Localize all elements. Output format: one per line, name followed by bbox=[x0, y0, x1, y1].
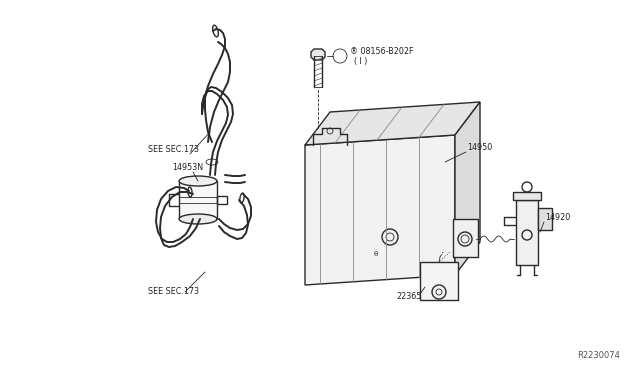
Text: 14950: 14950 bbox=[467, 143, 492, 152]
Text: SEE SEC.173: SEE SEC.173 bbox=[148, 145, 199, 154]
Text: R2230074: R2230074 bbox=[577, 351, 620, 360]
Text: ® 08156-B202F: ® 08156-B202F bbox=[350, 47, 413, 56]
Bar bbox=[217, 196, 227, 204]
Bar bbox=[516, 200, 538, 265]
Text: ( l ): ( l ) bbox=[354, 57, 367, 66]
Ellipse shape bbox=[179, 176, 217, 186]
Text: 22365: 22365 bbox=[396, 292, 421, 301]
Text: 14920: 14920 bbox=[545, 213, 570, 222]
Bar bbox=[453, 219, 478, 257]
Text: SEE SEC.173: SEE SEC.173 bbox=[148, 287, 199, 296]
Polygon shape bbox=[455, 102, 480, 275]
Polygon shape bbox=[305, 102, 480, 145]
Bar bbox=[179, 181, 217, 219]
Text: 14953N: 14953N bbox=[172, 163, 203, 172]
Bar bbox=[538, 208, 552, 230]
Bar bbox=[420, 262, 458, 300]
Polygon shape bbox=[311, 49, 325, 60]
Ellipse shape bbox=[179, 214, 217, 224]
Polygon shape bbox=[305, 135, 455, 285]
Text: θ: θ bbox=[374, 251, 378, 257]
Bar bbox=[513, 192, 541, 200]
